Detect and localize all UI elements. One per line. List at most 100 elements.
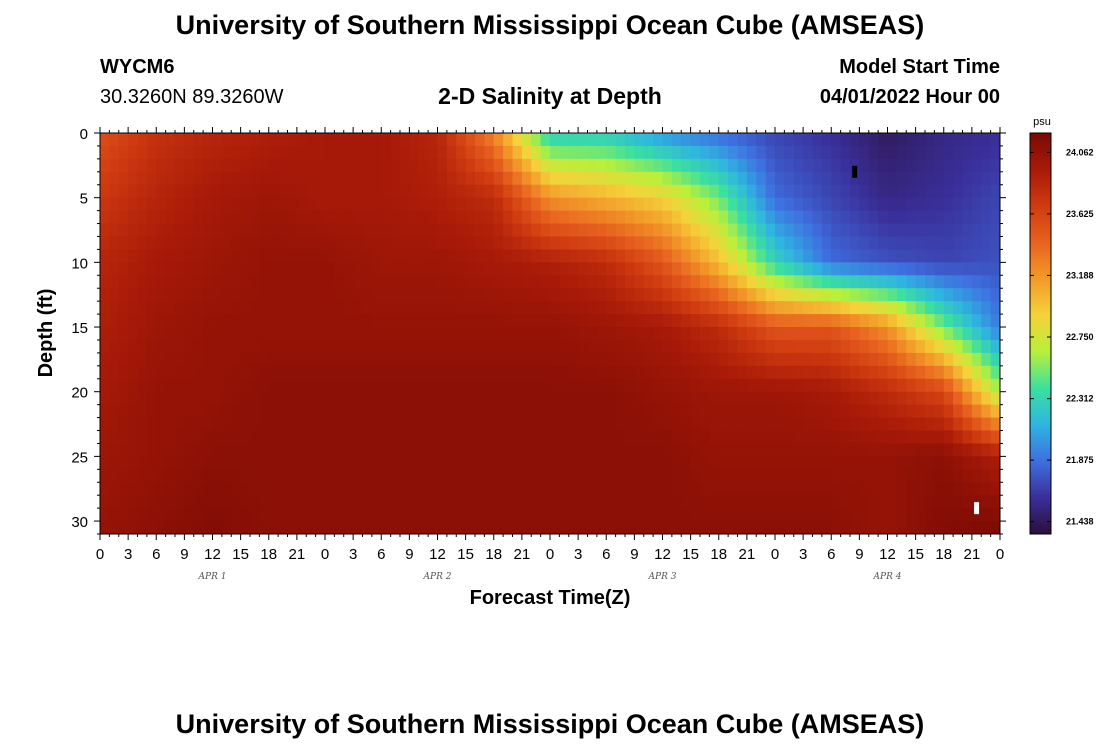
heatmap-cell [334,197,345,212]
heatmap-cell [118,339,129,354]
heatmap-cell [681,417,692,432]
heatmap-cell [221,184,232,199]
heatmap-cell [671,430,682,445]
heatmap-cell [671,210,682,225]
heatmap-cell [793,365,804,380]
heatmap-cell [896,469,907,483]
heatmap-cell [240,184,251,199]
heatmap-cell [887,352,898,367]
heatmap-cell [718,223,729,238]
heatmap-cell [840,495,851,509]
heatmap-cell [128,223,139,238]
heatmap-cell [746,365,757,380]
heatmap-cell [315,508,326,522]
heatmap-cell [756,184,767,199]
heatmap-cell [756,249,767,263]
heatmap-cell [212,145,223,160]
heatmap-cell [531,327,542,341]
heatmap-cell [484,508,495,522]
heatmap-cell [718,197,729,212]
heatmap-cell [625,456,635,470]
heatmap-cell [887,404,898,419]
heatmap-cell [465,352,476,367]
heatmap-cell [728,339,739,354]
heatmap-cell [175,236,185,251]
heatmap-cell [493,223,504,238]
heatmap-cell [840,236,851,251]
heatmap-cell [465,378,476,393]
heatmap-cell [803,404,814,419]
heatmap-cell [146,288,157,302]
heatmap-cell [296,223,307,238]
heatmap-cell [118,391,129,406]
heatmap-cell [193,417,204,432]
heatmap-cell [156,184,167,199]
heatmap-cell [334,133,345,147]
heatmap-cell [793,482,804,496]
heatmap-cell [728,417,739,432]
heatmap-cell [325,456,335,470]
heatmap-cell [934,430,945,445]
heatmap-cell [878,262,889,276]
heatmap-cell [428,145,439,160]
heatmap-cell [953,339,964,354]
heatmap-cell [784,339,795,354]
heatmap-cell [896,314,907,328]
heatmap-cell [962,404,973,419]
heatmap-cell [943,197,954,212]
heatmap-cell [118,508,129,522]
heatmap-cell [850,158,860,173]
heatmap-cell [268,430,279,445]
heatmap-cell [334,171,345,186]
heatmap-cell [221,443,232,457]
heatmap-cell [981,391,992,406]
heatmap-cell [493,301,504,315]
heatmap-cell [540,417,551,432]
heatmap-cell [146,495,157,509]
heatmap-cell [765,391,776,406]
heatmap-cell [465,482,476,496]
heatmap-cell [109,339,120,354]
heatmap-cell [503,223,514,238]
heatmap-cell [240,339,251,354]
heatmap-cell [653,327,664,341]
heatmap-cell [362,365,373,380]
heatmap-cell [559,262,570,276]
heatmap-cell [325,145,335,160]
heatmap-cell [475,171,485,186]
heatmap-cell [962,301,973,315]
heatmap-cell [428,171,439,186]
heatmap-cell [456,482,467,496]
heatmap-cell [578,508,589,522]
heatmap-cell [690,443,701,457]
heatmap-cell [212,262,223,276]
heatmap-cell [128,469,139,483]
heatmap-cell [428,443,439,457]
heatmap-cell [615,417,626,432]
heatmap-cell [775,443,785,457]
heatmap-cell [643,443,654,457]
heatmap-cell [962,508,973,522]
heatmap-cell [681,456,692,470]
heatmap-cell [212,301,223,315]
heatmap-cell [756,210,767,225]
heatmap-cell [259,404,270,419]
heatmap-cell [203,495,214,509]
heatmap-cell [671,456,682,470]
heatmap-cell [953,236,964,251]
heatmap-cell [596,378,607,393]
heatmap-cell [653,508,664,522]
heatmap-cell [287,495,298,509]
heatmap-cell [812,236,823,251]
heatmap-cell [831,443,842,457]
heatmap-cell [240,482,251,496]
heatmap-cell [718,443,729,457]
heatmap-cell [821,158,832,173]
heatmap-cell [371,365,382,380]
heatmap-cell [362,262,373,276]
heatmap-cell [784,352,795,367]
heatmap-cell [859,327,870,341]
heatmap-cell [250,275,260,289]
heatmap-cell [709,262,720,276]
heatmap-cell [334,404,345,419]
